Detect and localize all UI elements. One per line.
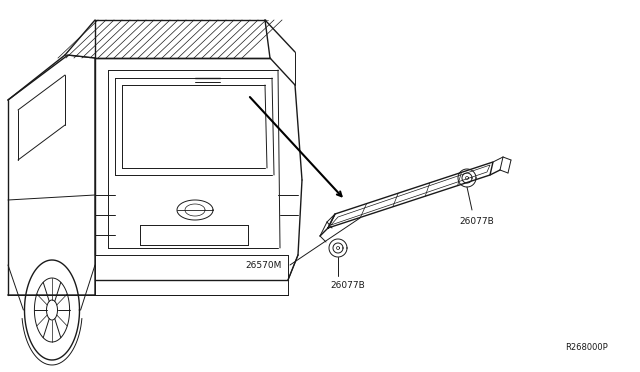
Text: 26077B: 26077B (330, 282, 365, 291)
Text: 26570M: 26570M (245, 260, 282, 269)
Text: 26077B: 26077B (459, 217, 493, 225)
Text: R268000P: R268000P (565, 343, 608, 353)
